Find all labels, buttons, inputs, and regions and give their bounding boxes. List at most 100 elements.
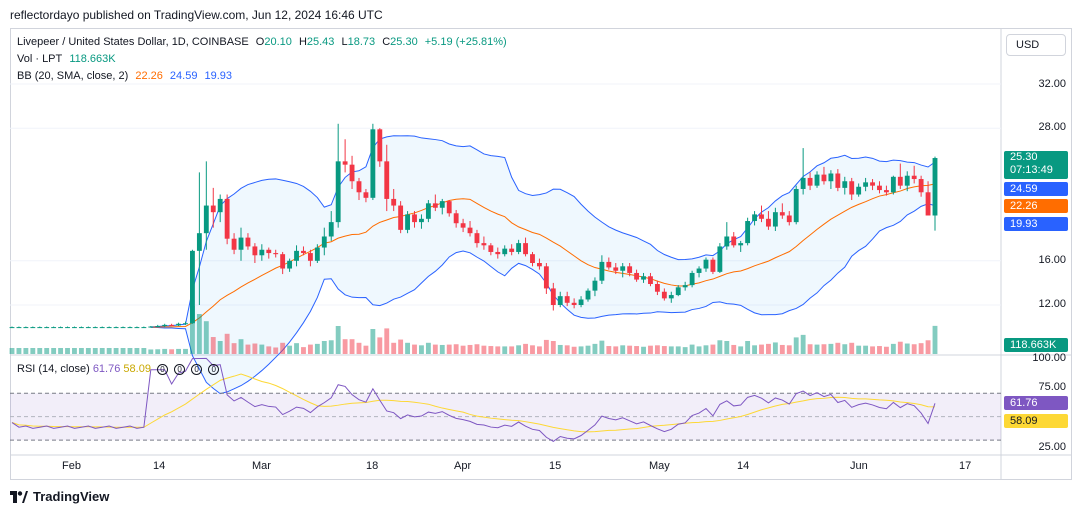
- candle-body: [58, 327, 64, 329]
- price-tick-16: 16.00: [1038, 254, 1066, 266]
- rsi-button-3[interactable]: 0: [191, 364, 203, 375]
- volume-bar: [897, 341, 903, 354]
- volume-bar: [883, 346, 889, 354]
- volume-bar: [294, 343, 299, 354]
- bb-lower-value: 19.93: [204, 70, 233, 82]
- candle-body: [502, 248, 508, 255]
- candle-body: [252, 246, 258, 256]
- volume-label[interactable]: Vol · LPT: [17, 53, 63, 65]
- volume-bar: [578, 346, 584, 354]
- candle-body: [23, 327, 29, 329]
- close-price-box: 25.30 07:13:49: [1004, 151, 1068, 179]
- change-value: +5.19 (+25.81%): [424, 36, 507, 48]
- volume-bar: [106, 348, 112, 354]
- candle-body: [363, 192, 369, 198]
- volume-bar: [224, 333, 230, 354]
- volume-bar: [51, 348, 57, 354]
- candle-body: [745, 221, 751, 244]
- candle-body: [724, 236, 730, 247]
- candle-body: [564, 296, 570, 303]
- candle-body: [301, 250, 306, 254]
- volume-legend[interactable]: Vol · LPT 118.663K: [17, 53, 120, 65]
- tradingview-footer[interactable]: TradingView: [10, 489, 109, 504]
- candle-body: [314, 247, 320, 261]
- volume-bar: [155, 349, 161, 354]
- candle-body: [863, 182, 869, 187]
- open-label: O: [255, 36, 265, 48]
- candle-body: [557, 296, 563, 305]
- volume-bar: [835, 342, 841, 354]
- bb-label[interactable]: BB (20, SMA, close, 2): [17, 70, 129, 82]
- volume-bar: [245, 344, 251, 354]
- symbol-legend[interactable]: Livepeer / United States Dollar, 1D, COI…: [17, 36, 511, 48]
- volume-bar: [439, 344, 445, 354]
- volume-bar: [550, 341, 556, 354]
- volume-bar: [509, 346, 515, 354]
- bb-legend[interactable]: BB (20, SMA, close, 2) 22.26 24.59 19.93: [17, 70, 236, 82]
- rsi-ma-line: [11, 373, 936, 433]
- volume-bar: [287, 345, 293, 354]
- currency-button[interactable]: USD: [1006, 34, 1066, 56]
- candle-body: [738, 243, 744, 246]
- volume-bar: [849, 342, 855, 354]
- rsi-label[interactable]: RSI (14, close): [17, 363, 90, 375]
- candle-body: [370, 129, 376, 198]
- candle-body: [224, 198, 230, 239]
- candle-body: [391, 198, 397, 206]
- volume-bar: [772, 342, 778, 354]
- price-tick-32: 32.00: [1038, 78, 1066, 90]
- volume-bar: [460, 345, 466, 354]
- candle-body: [141, 327, 147, 329]
- volume-bar: [904, 343, 910, 354]
- candle-body: [675, 287, 681, 296]
- volume-bar: [516, 345, 522, 354]
- candle-body: [30, 327, 36, 329]
- volume-bar: [481, 345, 487, 354]
- volume-bar: [356, 342, 362, 354]
- countdown-value: 07:13:49: [1010, 164, 1053, 176]
- volume-bar: [113, 348, 119, 354]
- volume-bar: [238, 339, 244, 354]
- volume-bar: [523, 343, 528, 354]
- volume-bar: [766, 343, 771, 354]
- candle-body: [620, 266, 626, 271]
- volume-bar: [800, 334, 806, 354]
- candle-body: [877, 185, 882, 191]
- volume-bar: [842, 344, 848, 354]
- volume-bar: [918, 343, 924, 354]
- chart-frame[interactable]: [10, 28, 1072, 480]
- candle-body: [398, 205, 404, 230]
- candle-body: [65, 327, 70, 329]
- candle-body: [883, 190, 889, 193]
- volume-bar: [731, 344, 737, 354]
- volume-bar: [432, 344, 438, 354]
- candle-body: [925, 192, 931, 216]
- candle-body: [703, 259, 709, 269]
- volume-bar: [592, 343, 598, 354]
- low-label: L: [341, 36, 348, 48]
- rsi-tick-75: 75.00: [1038, 381, 1066, 393]
- symbol-title[interactable]: Livepeer / United States Dollar, 1D, COI…: [17, 36, 249, 48]
- volume-bar: [648, 345, 653, 354]
- candle-body: [648, 276, 653, 285]
- candle-body: [377, 129, 383, 162]
- volume-bar: [703, 345, 709, 354]
- candle-body: [412, 214, 417, 223]
- candle-body: [516, 243, 522, 252]
- candle-body: [828, 173, 834, 182]
- volume-bar: [176, 348, 181, 354]
- volume-bar: [377, 337, 383, 354]
- volume-bar: [932, 325, 938, 354]
- candle-body: [856, 186, 862, 195]
- candle-body: [467, 227, 473, 234]
- candle-body: [349, 164, 355, 182]
- rsi-button-2[interactable]: 0: [174, 364, 186, 375]
- volume-bar: [696, 346, 702, 354]
- rsi-button-4[interactable]: 0: [208, 364, 220, 375]
- volume-bar: [72, 348, 77, 354]
- candle-body: [904, 175, 910, 186]
- rsi-legend[interactable]: RSI (14, close) 61.76 58.09 0 0 0 0: [17, 363, 220, 375]
- volume-bar: [273, 347, 279, 354]
- rsi-button-1[interactable]: 0: [157, 364, 168, 375]
